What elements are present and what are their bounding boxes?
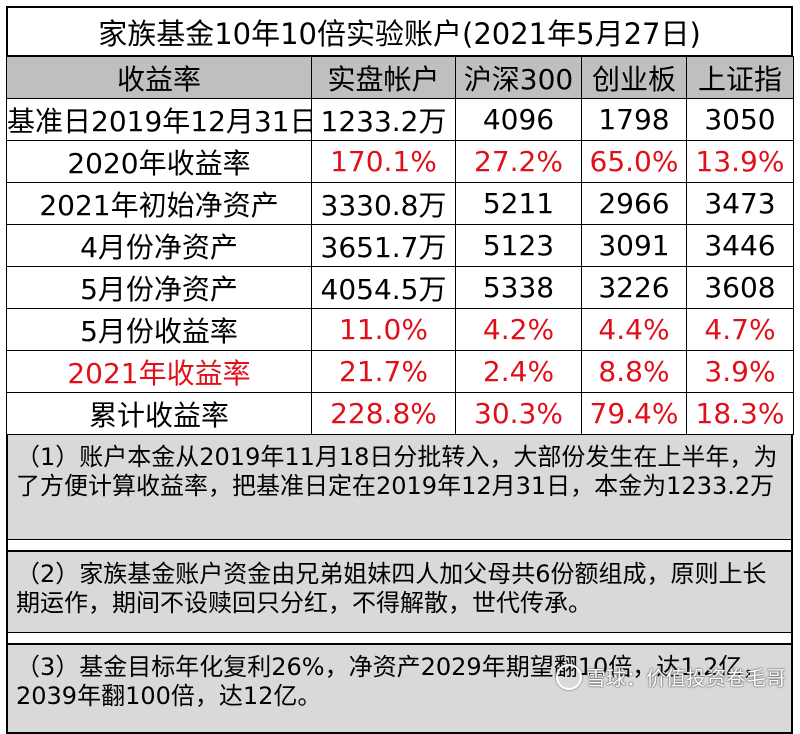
table-cell: 11.0% bbox=[311, 308, 456, 351]
watermark-text: 雪球：价值投资卷毛哥 bbox=[586, 666, 786, 690]
table-cell: 4.7% bbox=[686, 308, 794, 351]
table-cell: 3050 bbox=[686, 98, 794, 141]
table-cell: 4.2% bbox=[455, 308, 582, 351]
row-label: 基准日2019年12月31日 bbox=[6, 98, 312, 141]
table-cell: 2.4% bbox=[455, 350, 582, 393]
table-cell: 21.7% bbox=[311, 350, 456, 393]
table-row: 2020年收益率 170.1% 27.2% 65.0% 13.9% bbox=[6, 140, 794, 183]
watermark: 雪球：价值投资卷毛哥 bbox=[556, 662, 786, 691]
table-cell: 8.8% bbox=[581, 350, 687, 393]
note-1: （1）账户本金从2019年11月18日分批转入，大部份发生在上半年，为了方便计算… bbox=[16, 443, 778, 500]
table-cell: 27.2% bbox=[455, 140, 582, 183]
table-row: 2021年初始净资产 3330.8万 5211 2966 3473 bbox=[6, 182, 794, 225]
table-cell: 4054.5万 bbox=[311, 266, 456, 309]
row-label: 5月份净资产 bbox=[6, 266, 312, 309]
table-cell: 4.4% bbox=[581, 308, 687, 351]
table-row: 2021年收益率 21.7% 2.4% 8.8% 3.9% bbox=[6, 350, 794, 393]
spreadsheet: 家族基金10年10倍实验账户(2021年5月27日) 收益率 实盘帐户 沪深30… bbox=[6, 6, 794, 734]
header-cell: 收益率 bbox=[6, 56, 312, 99]
header-cell: 创业板 bbox=[581, 56, 687, 99]
row-label: 累计收益率 bbox=[6, 392, 312, 435]
table-cell: 3446 bbox=[686, 224, 794, 267]
header-cell: 上证指 bbox=[686, 56, 794, 99]
table-row: 4月份净资产 3651.7万 5123 3091 3446 bbox=[6, 224, 794, 267]
table-cell: 1233.2万 bbox=[311, 98, 456, 141]
table-cell: 228.8% bbox=[311, 392, 456, 435]
table-cell: 4096 bbox=[455, 98, 582, 141]
table-cell: 170.1% bbox=[311, 140, 456, 183]
table-cell: 5123 bbox=[455, 224, 582, 267]
row-label: 4月份净资产 bbox=[6, 224, 312, 267]
table-row: 5月份净资产 4054.5万 5338 3226 3608 bbox=[6, 266, 794, 309]
table-cell: 3091 bbox=[581, 224, 687, 267]
table-row: 累计收益率 228.8% 30.3% 79.4% 18.3% bbox=[6, 392, 794, 435]
table-cell: 5211 bbox=[455, 182, 582, 225]
notes-section: （1）账户本金从2019年11月18日分批转入，大部份发生在上半年，为了方便计算… bbox=[6, 435, 793, 734]
note-2: （2）家族基金账户资金由兄弟姐妹四人加父母共6份额组成，原则上长期运作，期间不设… bbox=[8, 551, 791, 632]
header-cell: 实盘帐户 bbox=[311, 56, 456, 99]
table-row: 5月份收益率 11.0% 4.2% 4.4% 4.7% bbox=[6, 308, 794, 351]
row-label: 2021年收益率 bbox=[6, 350, 312, 393]
table-cell: 65.0% bbox=[581, 140, 687, 183]
row-label: 2020年收益率 bbox=[6, 140, 312, 183]
snowball-logo-icon bbox=[556, 663, 582, 690]
table-cell: 18.3% bbox=[686, 392, 794, 435]
table-cell: 3.9% bbox=[686, 350, 794, 393]
divider bbox=[8, 632, 791, 644]
table-cell: 2966 bbox=[581, 182, 687, 225]
header-cell: 沪深300 bbox=[455, 56, 582, 99]
table-title: 家族基金10年10倍实验账户(2021年5月27日) bbox=[6, 6, 793, 56]
row-label: 5月份收益率 bbox=[6, 308, 312, 351]
returns-table: 收益率 实盘帐户 沪深300 创业板 上证指 基准日2019年12月31日 123… bbox=[6, 56, 794, 435]
table-cell: 3330.8万 bbox=[311, 182, 456, 225]
row-label: 2021年初始净资产 bbox=[6, 182, 312, 225]
table-cell: 3651.7万 bbox=[311, 224, 456, 267]
table-cell: 13.9% bbox=[686, 140, 794, 183]
header-row: 收益率 实盘帐户 沪深300 创业板 上证指 bbox=[6, 56, 794, 99]
table-cell: 3473 bbox=[686, 182, 794, 225]
divider bbox=[8, 539, 791, 551]
table-cell: 5338 bbox=[455, 266, 582, 309]
table-row: 基准日2019年12月31日 1233.2万 4096 1798 3050 bbox=[6, 98, 794, 141]
table-cell: 79.4% bbox=[581, 392, 687, 435]
table-cell: 1798 bbox=[581, 98, 687, 141]
table-cell: 3226 bbox=[581, 266, 687, 309]
table-cell: 30.3% bbox=[455, 392, 582, 435]
table-cell: 3608 bbox=[686, 266, 794, 309]
